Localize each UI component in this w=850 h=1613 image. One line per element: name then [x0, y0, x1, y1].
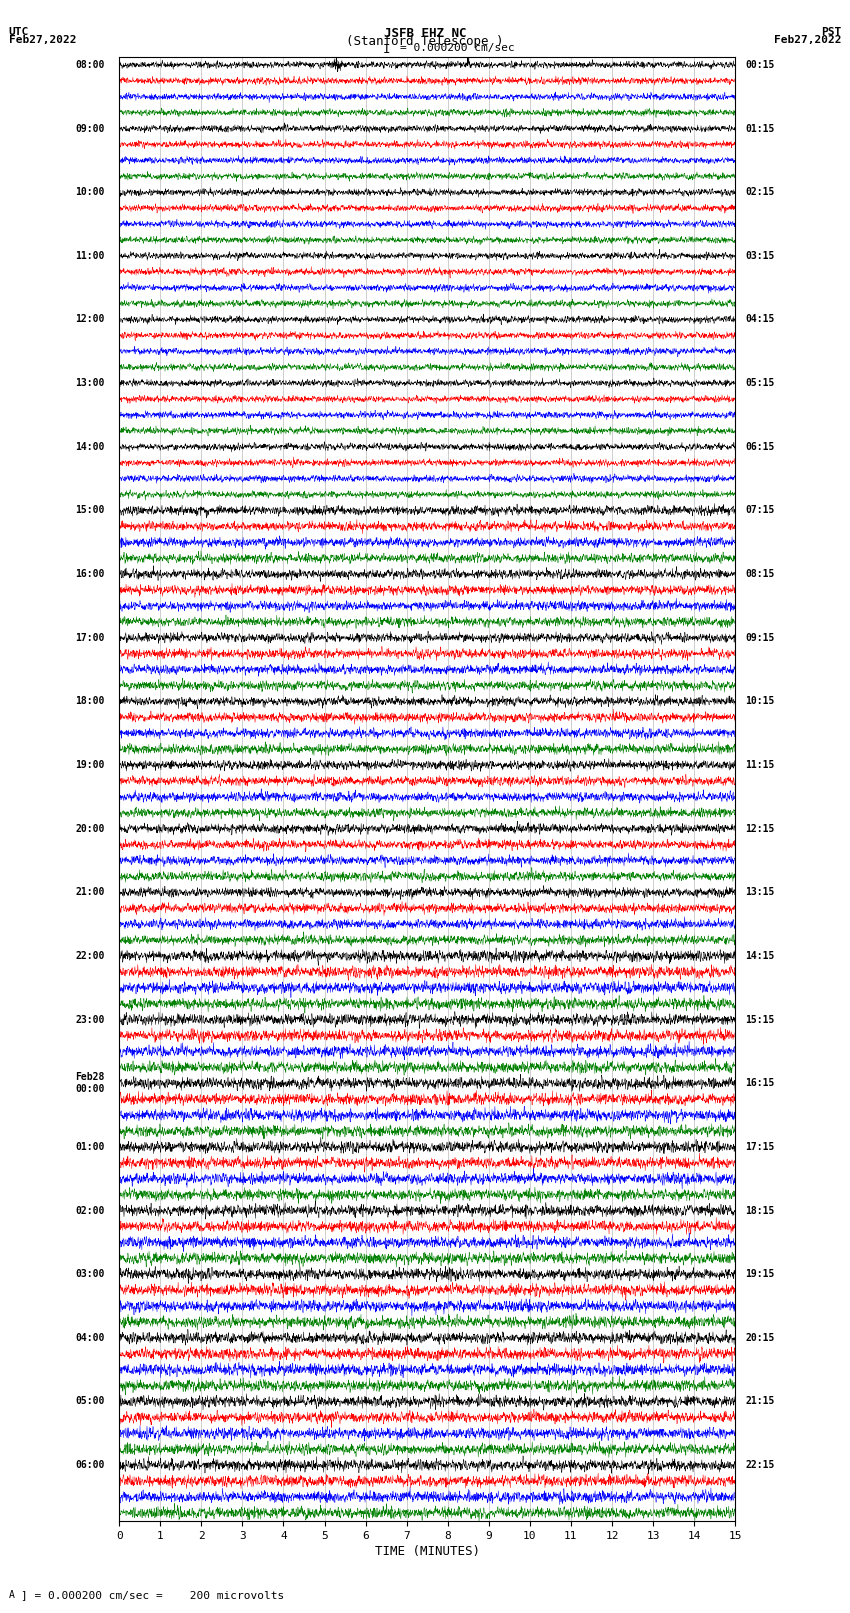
Text: 06:00: 06:00	[76, 1460, 105, 1469]
Text: 05:15: 05:15	[745, 377, 775, 389]
Text: 15:15: 15:15	[745, 1015, 775, 1024]
Text: = 0.000200 cm/sec: = 0.000200 cm/sec	[400, 44, 514, 53]
Text: 15:00: 15:00	[76, 505, 105, 516]
Text: 13:00: 13:00	[76, 377, 105, 389]
Text: 14:15: 14:15	[745, 952, 775, 961]
Text: 09:00: 09:00	[76, 124, 105, 134]
Text: 10:15: 10:15	[745, 697, 775, 706]
Text: 20:15: 20:15	[745, 1332, 775, 1342]
Text: 17:00: 17:00	[76, 632, 105, 642]
Text: 06:15: 06:15	[745, 442, 775, 452]
Text: 20:00: 20:00	[76, 824, 105, 834]
Text: 03:00: 03:00	[76, 1269, 105, 1279]
X-axis label: TIME (MINUTES): TIME (MINUTES)	[375, 1545, 479, 1558]
Text: 19:00: 19:00	[76, 760, 105, 769]
Text: 07:15: 07:15	[745, 505, 775, 516]
Text: 03:15: 03:15	[745, 252, 775, 261]
Text: 19:15: 19:15	[745, 1269, 775, 1279]
Text: 12:00: 12:00	[76, 315, 105, 324]
Text: A: A	[8, 1590, 14, 1600]
Text: 04:00: 04:00	[76, 1332, 105, 1342]
Text: 21:15: 21:15	[745, 1397, 775, 1407]
Text: 22:00: 22:00	[76, 952, 105, 961]
Text: 16:15: 16:15	[745, 1077, 775, 1089]
Text: 00:15: 00:15	[745, 60, 775, 69]
Text: 08:15: 08:15	[745, 569, 775, 579]
Text: UTC: UTC	[8, 27, 29, 37]
Text: 02:15: 02:15	[745, 187, 775, 197]
Text: 22:15: 22:15	[745, 1460, 775, 1469]
Text: 17:15: 17:15	[745, 1142, 775, 1152]
Text: JSFB EHZ NC: JSFB EHZ NC	[383, 27, 467, 40]
Text: 18:00: 18:00	[76, 697, 105, 706]
Text: 14:00: 14:00	[76, 442, 105, 452]
Text: Feb27,2022: Feb27,2022	[774, 35, 842, 45]
Text: I: I	[383, 44, 390, 56]
Text: Feb28
00:00: Feb28 00:00	[76, 1073, 105, 1094]
Text: 02:00: 02:00	[76, 1205, 105, 1216]
Text: ] = 0.000200 cm/sec =    200 microvolts: ] = 0.000200 cm/sec = 200 microvolts	[21, 1590, 285, 1600]
Text: 11:15: 11:15	[745, 760, 775, 769]
Text: 18:15: 18:15	[745, 1205, 775, 1216]
Text: 10:00: 10:00	[76, 187, 105, 197]
Text: 23:00: 23:00	[76, 1015, 105, 1024]
Text: 09:15: 09:15	[745, 632, 775, 642]
Text: PST: PST	[821, 27, 842, 37]
Text: 11:00: 11:00	[76, 252, 105, 261]
Text: (Stanford Telescope ): (Stanford Telescope )	[346, 35, 504, 48]
Text: 16:00: 16:00	[76, 569, 105, 579]
Text: 13:15: 13:15	[745, 887, 775, 897]
Text: 04:15: 04:15	[745, 315, 775, 324]
Text: 21:00: 21:00	[76, 887, 105, 897]
Text: 08:00: 08:00	[76, 60, 105, 69]
Text: 12:15: 12:15	[745, 824, 775, 834]
Text: Feb27,2022: Feb27,2022	[8, 35, 76, 45]
Text: 01:15: 01:15	[745, 124, 775, 134]
Text: 01:00: 01:00	[76, 1142, 105, 1152]
Text: 05:00: 05:00	[76, 1397, 105, 1407]
